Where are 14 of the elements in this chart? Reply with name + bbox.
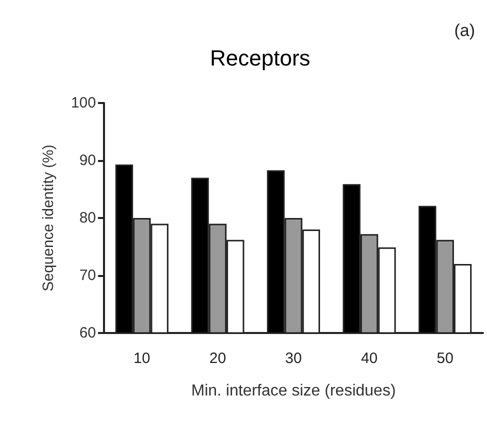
x-tick-label: 40 (360, 350, 378, 367)
chart-title: Receptors (210, 46, 310, 70)
x-tick-label: 30 (285, 350, 302, 367)
y-tick-label: 100 (70, 94, 96, 112)
x-tick-label: 20 (209, 350, 226, 367)
text: (a) (454, 21, 476, 40)
y-tick-label: 80 (79, 210, 96, 226)
x-tick-label: 50 (436, 350, 454, 367)
x-axis-title: Min. interface size (residues) (191, 382, 396, 400)
y-axis-title: Sequence identity (%) (40, 144, 57, 292)
y-tick-label: 70 (79, 267, 96, 284)
x-tick-label: 10 (134, 350, 150, 367)
y-tick-label: 60 (79, 324, 96, 342)
y-tick-label: 90 (79, 152, 96, 169)
